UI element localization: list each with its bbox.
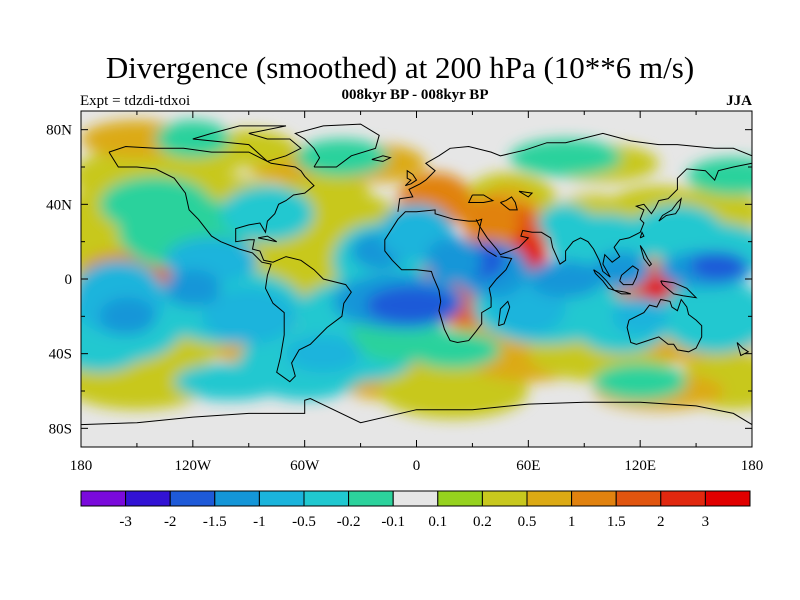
coastline — [639, 230, 645, 239]
y-tick-label: 40S — [49, 347, 72, 363]
experiment-label: Expt = tdzdi-tdxoi — [80, 93, 191, 109]
colorbar-label: -1.5 — [203, 514, 227, 530]
field-contour — [593, 363, 687, 401]
field-contour — [379, 363, 529, 419]
coastline — [660, 280, 698, 299]
season-label: JJA — [726, 93, 752, 109]
field-contour — [164, 269, 221, 307]
x-tick-label: 60E — [516, 458, 540, 474]
coastline — [475, 219, 497, 258]
colorbar-swatch — [214, 490, 260, 507]
colorbar-swatch — [303, 490, 350, 507]
coastline — [500, 196, 518, 211]
colorbar-label: 0.1 — [428, 514, 447, 530]
coastline — [467, 194, 495, 203]
colorbar-label: -0.2 — [337, 514, 361, 530]
colorbar-label: -0.1 — [381, 514, 405, 530]
y-tick-label: 80N — [46, 123, 72, 139]
coastline — [639, 245, 653, 267]
field-contour — [690, 251, 747, 280]
colorbar-swatch — [704, 490, 751, 507]
field-contour — [658, 279, 752, 354]
colorbar-swatch — [660, 490, 706, 507]
coastline — [108, 145, 352, 383]
colorbar-swatch — [125, 490, 171, 507]
y-tick-label: 80S — [49, 421, 72, 437]
colorbar-swatch — [615, 490, 662, 507]
field-contour — [612, 297, 669, 335]
coastline — [192, 125, 302, 162]
colorbar-label: 1.5 — [607, 514, 626, 530]
colorbar-label: -0.5 — [292, 514, 316, 530]
field-contour — [537, 204, 594, 242]
field-contour — [528, 260, 603, 298]
coastline — [257, 235, 277, 243]
field-contour — [286, 335, 361, 373]
colorbar-swatch — [437, 490, 483, 507]
field-contour — [686, 157, 752, 195]
field-contour — [425, 236, 482, 284]
coastline — [613, 289, 631, 295]
colorbar-swatch — [481, 490, 528, 507]
x-tick-label: 0 — [413, 458, 421, 474]
colorbar-swatch — [571, 490, 617, 507]
colorbar-label: 1 — [568, 514, 576, 530]
map-area — [81, 111, 752, 447]
field-contour — [220, 185, 314, 242]
colorbar-swatch — [526, 490, 573, 507]
colorbar-label: 2 — [657, 514, 665, 530]
colorbar-swatch — [348, 490, 394, 507]
y-tick-label: 0 — [65, 272, 73, 288]
coastline — [626, 298, 703, 353]
x-tick-label: 180 — [741, 458, 764, 474]
field-contour — [99, 297, 156, 335]
coastline — [294, 123, 380, 168]
coastline — [397, 132, 752, 212]
colorbar-label: -2 — [164, 514, 177, 530]
x-tick-label: 180 — [70, 458, 93, 474]
field-contour — [463, 195, 520, 251]
coastline — [593, 269, 616, 292]
colorbar-swatch — [258, 490, 305, 507]
colorbar-label: -1 — [253, 514, 266, 530]
colorbar-swatch — [169, 490, 216, 507]
colorbar-swatch — [80, 490, 127, 507]
colorbar-label: -3 — [119, 514, 132, 530]
field-contour — [509, 139, 622, 177]
coastline — [619, 265, 639, 286]
chart-subtitle: 008kyr BP - 008kyr BP — [341, 87, 489, 103]
colorbar-label: 0.2 — [473, 514, 492, 530]
chart-title: Divergence (smoothed) at 200 hPa (10**6 … — [105, 50, 695, 85]
coastline — [404, 169, 418, 187]
colorbar-label: 0.5 — [518, 514, 537, 530]
x-tick-label: 120W — [174, 458, 212, 474]
field-contour — [366, 286, 460, 324]
field-contour — [295, 139, 389, 177]
colorbar-label: 3 — [702, 514, 710, 530]
field-contour — [174, 363, 286, 401]
coastline — [736, 342, 750, 357]
colorbar-swatch — [392, 490, 439, 507]
coastline — [81, 397, 752, 426]
field-contour — [99, 176, 212, 233]
coastline — [371, 155, 392, 162]
x-tick-label: 120E — [624, 458, 656, 474]
coastline — [384, 162, 752, 344]
x-tick-label: 60W — [290, 458, 320, 474]
coastline — [518, 190, 534, 198]
coastline — [658, 197, 683, 222]
coastline — [498, 300, 511, 327]
y-tick-label: 40N — [46, 197, 72, 213]
